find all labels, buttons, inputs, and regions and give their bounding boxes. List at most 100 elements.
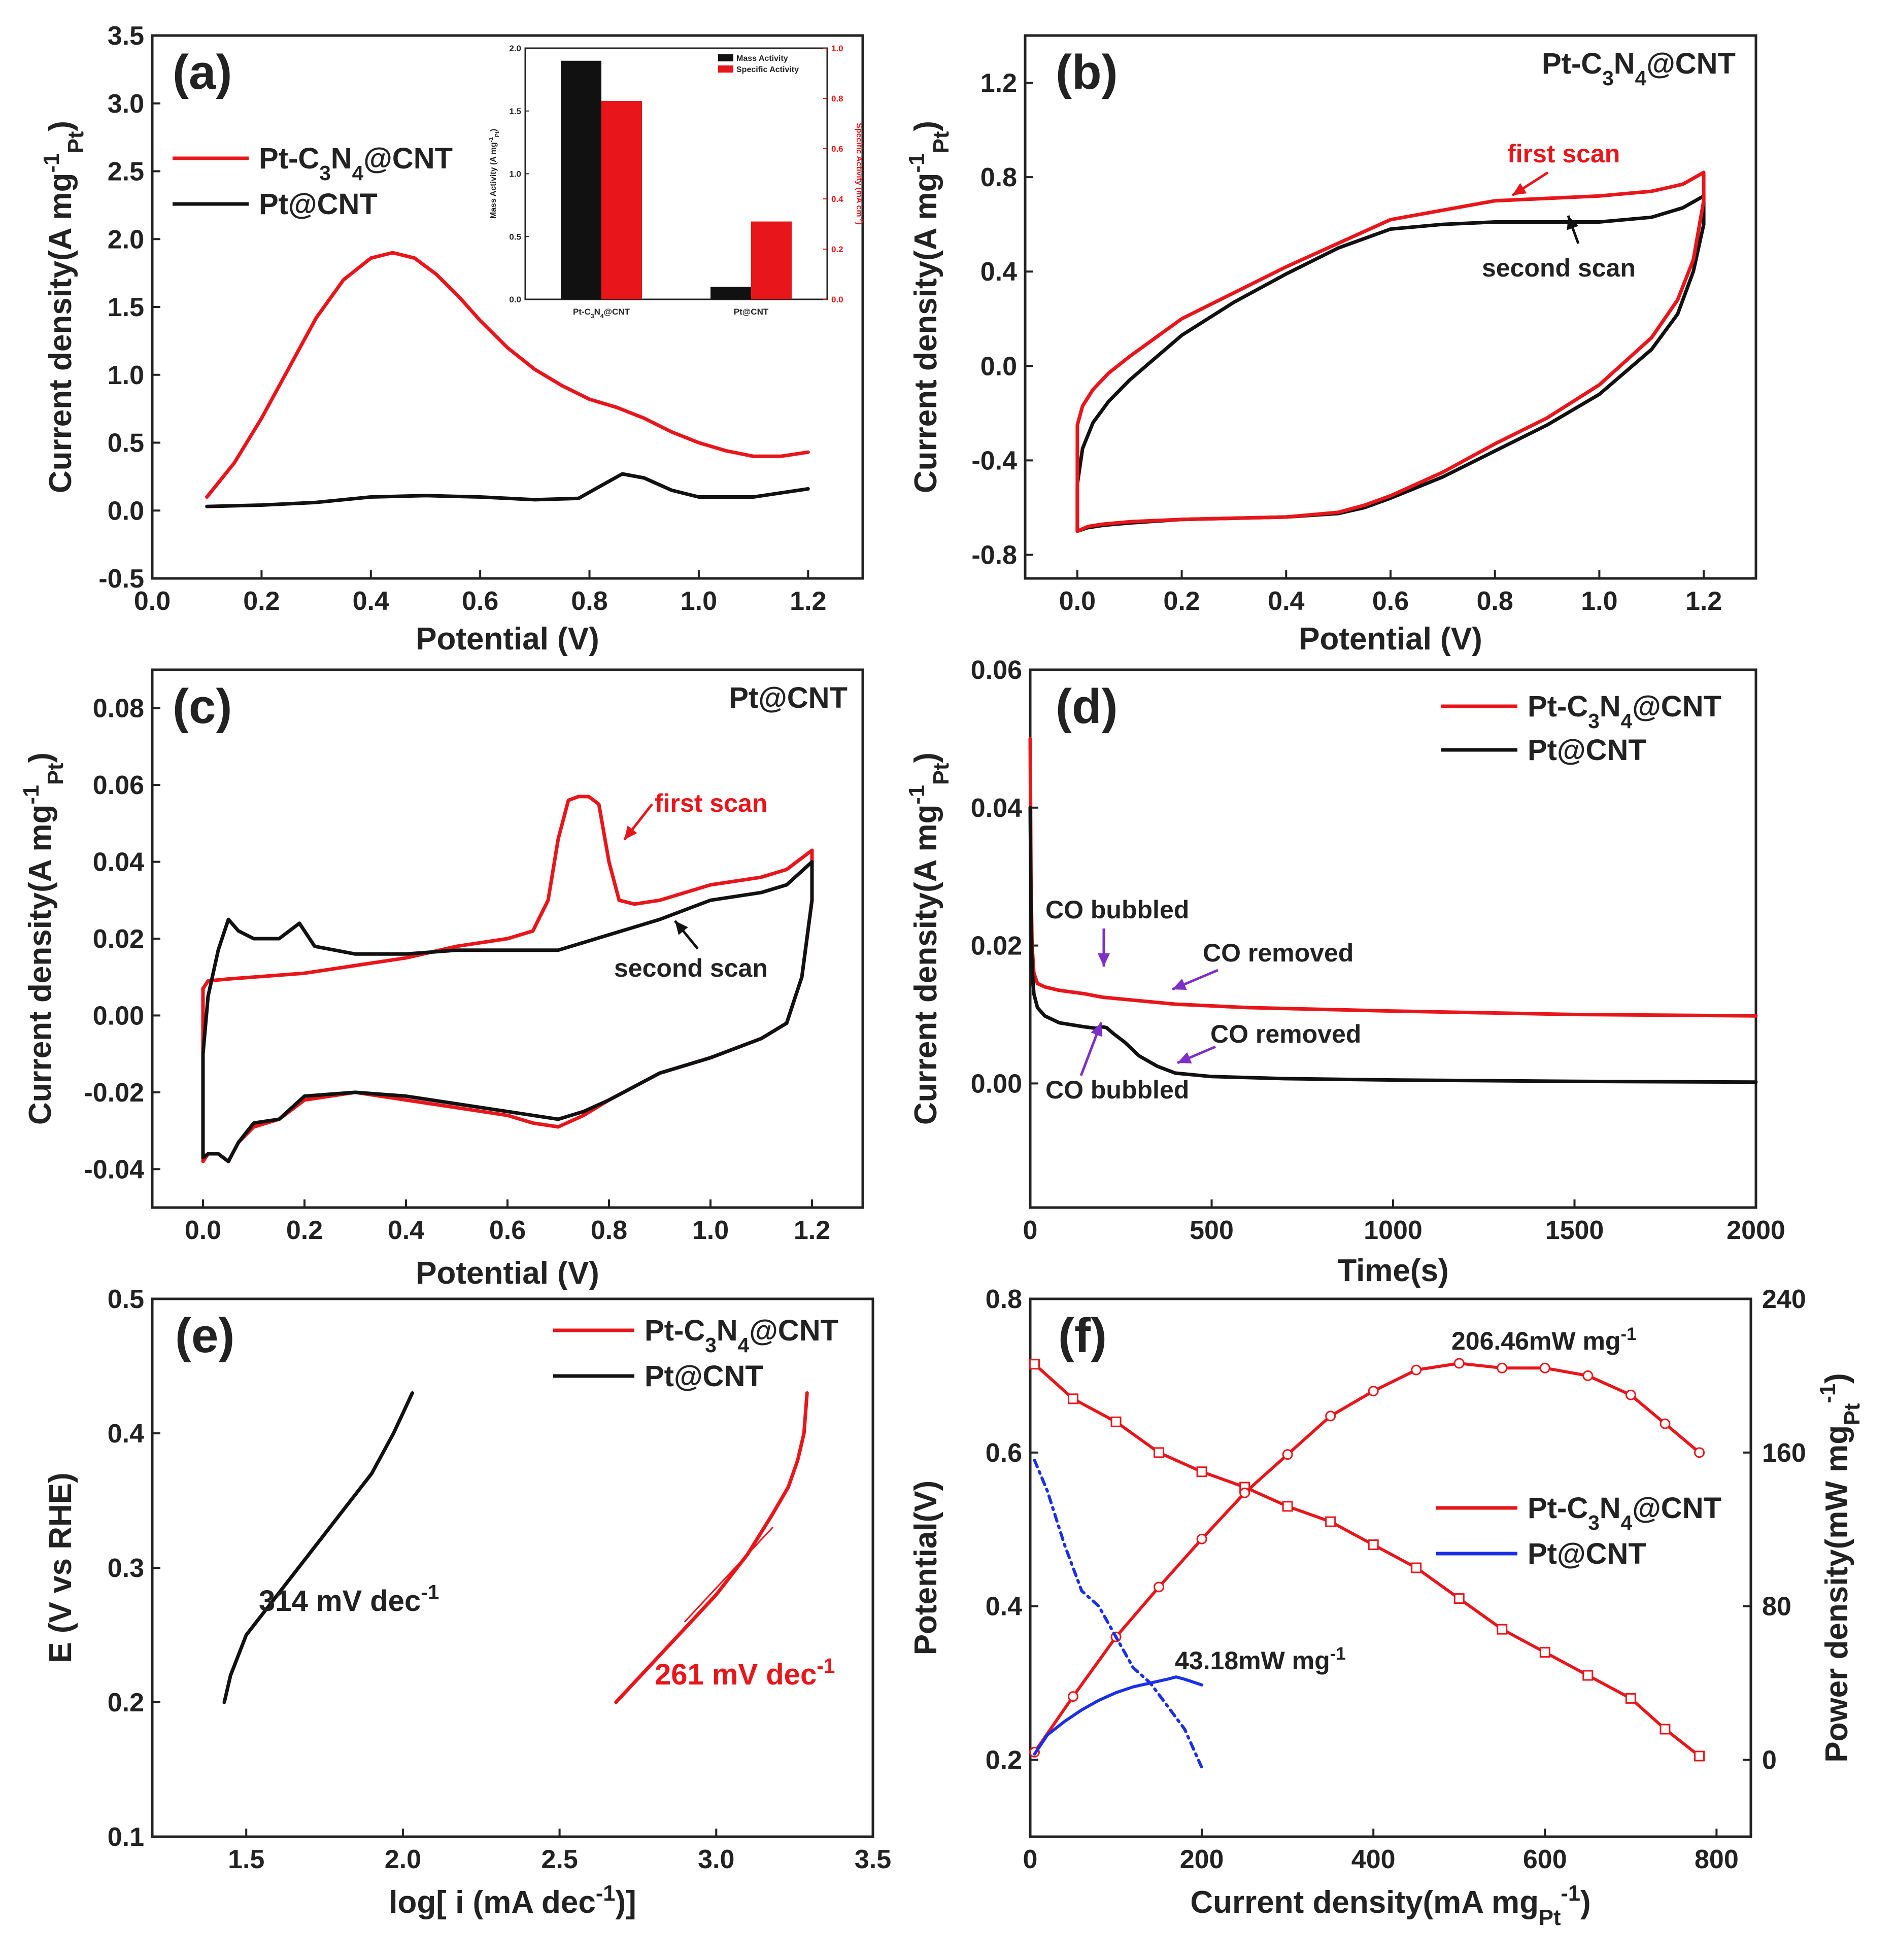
- x-tick-label: 200: [1180, 1845, 1224, 1874]
- inset-category-label-part: 4: [600, 313, 604, 320]
- legend-d-0-label-part: 3: [1588, 709, 1600, 733]
- x-tick-label: 1.2: [1685, 587, 1722, 616]
- y-tick-label: -0.02: [84, 1078, 144, 1108]
- inset-y-tick-label: 2.0: [509, 44, 521, 53]
- annotation-tafel-red-part: 261 mV dec: [655, 1658, 817, 1691]
- x-tick-label: 600: [1523, 1845, 1567, 1874]
- legend-e-0-label-part: Pt-C: [645, 1314, 705, 1347]
- y-axis-label-d-part: Pt: [929, 763, 954, 785]
- x-tick-label: 0.4: [1268, 587, 1304, 616]
- inset-category-label: Pt-C3N4@CNT: [573, 307, 630, 320]
- legend-d-0-label-part: @CNT: [1632, 690, 1721, 723]
- y-tick-label: -0.4: [971, 446, 1017, 475]
- y-axis-label-a-part: ): [43, 121, 78, 131]
- legend-f-0-label-part: N: [1600, 1492, 1621, 1525]
- y-axis-label-d: Current density(A mg-1Pt): [905, 752, 954, 1125]
- x-tick-label: 1.0: [681, 587, 717, 616]
- y-axis-label-e: E (V vs RHE): [43, 1472, 78, 1663]
- y-tick-label: 0.08: [93, 694, 144, 724]
- x-tick-label: 0.8: [571, 587, 607, 616]
- data-marker-power: [1282, 1449, 1293, 1460]
- y-tick-label: 0.06: [971, 656, 1022, 685]
- annotation-peak-power-blue-part: 43.18mW mg: [1175, 1646, 1330, 1675]
- legend-d-1-label: Pt@CNT: [1528, 734, 1646, 767]
- legend-e-0-label-part: @CNT: [749, 1314, 838, 1347]
- x-tick-label: 1.2: [790, 587, 826, 616]
- plot-frame-d: [1029, 668, 1757, 1209]
- plot-frame-f: [1029, 1297, 1752, 1838]
- y-tick-label: -0.8: [971, 540, 1017, 570]
- annotation-co-removed-bottom: CO removed: [1210, 1020, 1361, 1048]
- x-tick-label: 3.5: [855, 1845, 891, 1874]
- y-tick-label: 1.5: [108, 293, 144, 322]
- annotation-co-removed-top: CO removed: [1203, 939, 1353, 967]
- x-tick-label: 0.4: [388, 1216, 424, 1245]
- data-marker-power: [1497, 1362, 1508, 1373]
- y-tick-label: 0.5: [108, 429, 144, 458]
- legend-a-1-label: Pt@CNT: [259, 188, 378, 221]
- legend-d-0-label-part: 4: [1621, 709, 1633, 733]
- y-axis-label-d-part: -1: [905, 785, 929, 805]
- y-axis-label-a-part: Pt: [64, 131, 88, 153]
- y-tick-label: 0.0: [980, 352, 1017, 381]
- y-tick-label: 0.5: [108, 1285, 144, 1314]
- inset-category-label: Pt@CNT: [734, 307, 769, 317]
- data-marker-polarization: [1029, 1359, 1040, 1370]
- inset-legend-specific: Specific Activity: [736, 65, 799, 74]
- data-marker-power: [1154, 1581, 1165, 1593]
- y-tick-label: 0.06: [93, 771, 144, 800]
- panel-label-a: (a): [173, 45, 232, 99]
- x-tick-label: 0: [1023, 1216, 1038, 1245]
- legend-d-0-label-part: Pt-C: [1528, 690, 1588, 723]
- inset-y-axis-label-part: Pt: [494, 131, 500, 137]
- legend-d-0-label-part: N: [1600, 690, 1621, 723]
- inset-y-right-tick-label: 0.6: [831, 144, 843, 154]
- legend-d-0-label: Pt-C3N4@CNT: [1528, 690, 1721, 733]
- data-marker-power: [1660, 1418, 1671, 1429]
- legend-a-0-label-part: 4: [352, 161, 364, 185]
- x-tick-label: 2000: [1726, 1216, 1785, 1245]
- data-marker-power: [1453, 1358, 1465, 1369]
- y-tick-label: 0.4: [980, 257, 1017, 287]
- annotation-co-bubbled-bottom: CO bubbled: [1045, 1076, 1189, 1104]
- data-marker-polarization: [1625, 1693, 1636, 1704]
- x-axis-label-e: log[ i (mA dec-1)]: [389, 1881, 636, 1920]
- legend-a-0-label-part: @CNT: [363, 142, 453, 175]
- panel-title-b-part: @CNT: [1646, 47, 1736, 80]
- x-tick-label: 1.2: [794, 1216, 830, 1245]
- y-tick-label: 2.0: [108, 225, 144, 254]
- x-tick-label: 1000: [1364, 1216, 1423, 1245]
- annotation-second-scan-b: second scan: [1482, 254, 1636, 282]
- data-marker-power: [1582, 1370, 1594, 1381]
- legend-a-0-label: Pt-C3N4@CNT: [259, 142, 453, 185]
- y-axis-label-right-f-part: -1: [1816, 1384, 1840, 1403]
- y-axis-label-d-part: ): [908, 752, 943, 763]
- data-marker-polarization: [1411, 1562, 1422, 1573]
- annotation-tafel-black: 314 mV dec-1: [259, 1580, 439, 1618]
- series-line-red: [614, 1391, 809, 1704]
- y-tick-label: 0.00: [971, 1069, 1022, 1098]
- data-marker-polarization: [1282, 1501, 1293, 1512]
- y-axis-label-c-part: ): [23, 752, 58, 763]
- inset-category-label-part: Pt-C: [573, 307, 591, 317]
- data-marker-polarization: [1110, 1416, 1122, 1427]
- x-tick-label: 3.0: [698, 1845, 734, 1874]
- y-tick-label: 0.8: [980, 163, 1017, 192]
- y-axis-label-b-part: -1: [905, 153, 929, 173]
- legend-e-1-label: Pt@CNT: [645, 1360, 763, 1393]
- y-tick-label: 0.04: [93, 848, 144, 877]
- inset-y-axis-label-part: ): [489, 129, 498, 131]
- data-marker-power: [1068, 1691, 1079, 1702]
- y-right-tick-label: 240: [1762, 1285, 1806, 1314]
- annotation-tafel-black-part: 314 mV dec: [259, 1585, 421, 1618]
- y-tick-label: 0.8: [986, 1285, 1022, 1314]
- y-axis-label-d-part: Current density(A mg: [908, 805, 943, 1125]
- x-tick-label: 500: [1190, 1216, 1234, 1245]
- annotation-second-scan-c: second scan: [614, 954, 768, 982]
- legend-f-0-label-part: 4: [1621, 1511, 1633, 1534]
- legend-e-0-label-part: 3: [705, 1333, 717, 1357]
- inset-y-right-tick-label: 0.2: [831, 245, 843, 254]
- annotation-co-bubbled-top: CO bubbled: [1045, 896, 1189, 924]
- annotation-first-scan-b: first scan: [1507, 140, 1620, 168]
